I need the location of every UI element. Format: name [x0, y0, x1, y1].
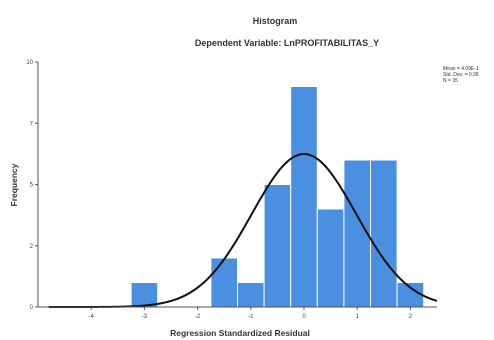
histogram-bar-2 [237, 282, 265, 308]
x-tick-label: -1 [248, 314, 254, 320]
x-tick-label: -3 [142, 314, 148, 320]
x-ticks-group: -4 -3 -2 -1 0 1 2 [89, 307, 413, 320]
x-tick-label: 2 [409, 314, 413, 320]
x-tick-label: -2 [195, 314, 201, 320]
histogram-bar-0 [130, 282, 159, 308]
y-axis-label: Frequency [9, 163, 19, 206]
histogram-bar-3 [263, 184, 292, 308]
histogram-bar-1 [210, 257, 238, 308]
y-tick-label: 0 [30, 305, 34, 311]
y-tick-label: 2 [30, 244, 34, 250]
stats-line-sd: Std. Dev. = 0.98 [443, 72, 479, 78]
chart-title: Histogram [252, 16, 298, 26]
histogram-bar-5 [316, 208, 345, 308]
y-tick-label: 10 [26, 60, 33, 66]
x-tick-label: 0 [302, 314, 306, 320]
y-tick-label: 5 [30, 183, 34, 189]
histogram-bar-4 [290, 86, 318, 308]
bars-group [130, 86, 425, 308]
chart-subtitle: Dependent Variable: LnPROFITABILITAS_Y [194, 38, 380, 48]
x-tick-label: -4 [89, 314, 95, 320]
stats-line-mean: Mean = 4.09E-1 [443, 66, 479, 72]
x-axis-label: Regression Standardized Residual [170, 328, 310, 338]
histogram-bar-7 [370, 159, 398, 308]
y-ticks-group: 0 2 5 7 10 [26, 60, 38, 311]
stats-box: Mean = 4.09E-1 Std. Dev. = 0.98 N = 35 [443, 66, 479, 84]
histogram-bar-6 [343, 159, 371, 308]
stats-line-n: N = 35 [443, 78, 458, 84]
y-tick-label: 7 [30, 121, 34, 127]
x-tick-label: 1 [356, 314, 360, 320]
